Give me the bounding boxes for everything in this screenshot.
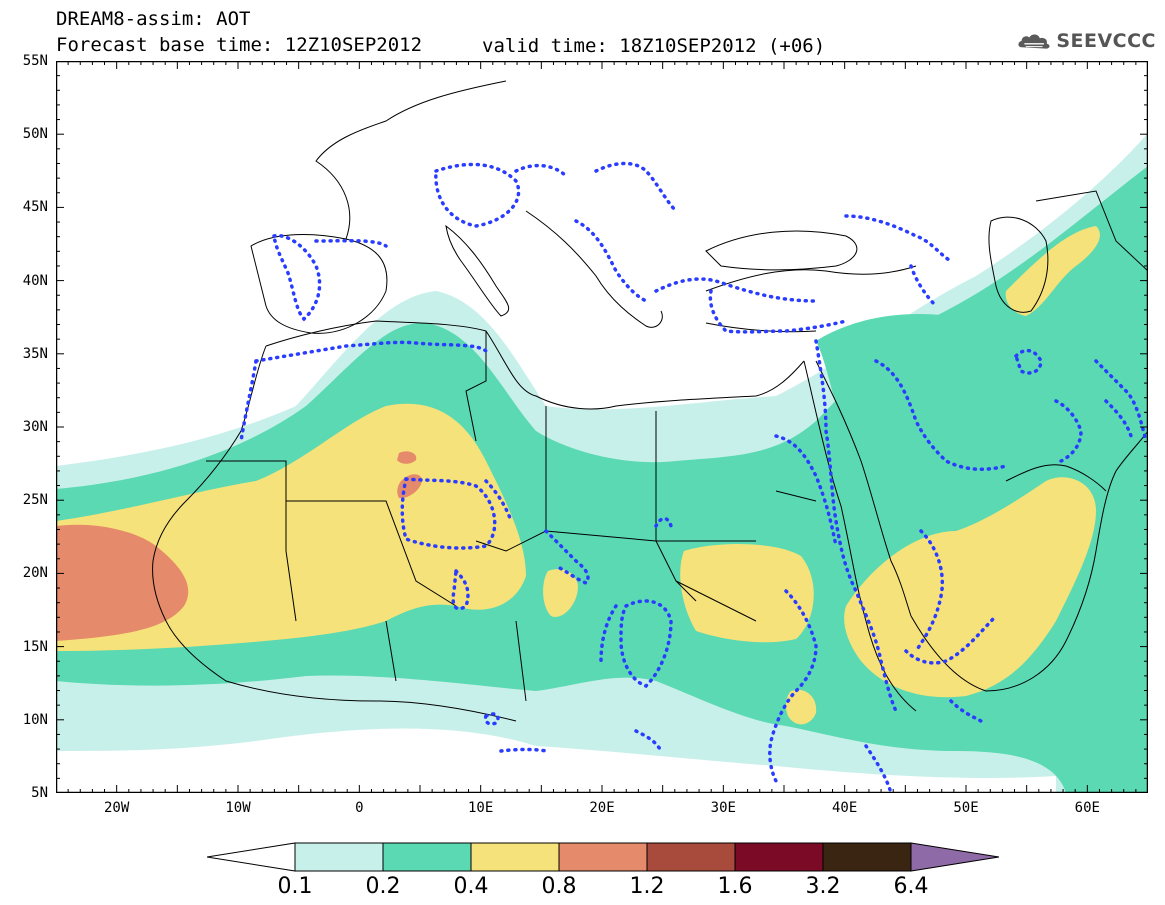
latitude-label: 5N [31, 785, 48, 801]
aot-field-0-8 [56, 524, 189, 641]
colorbar-tick-label: 0.2 [365, 874, 401, 899]
logo-text: SEEVCCC [1056, 30, 1156, 52]
colorbar-min-arrow [207, 842, 296, 872]
colorbar-cells [207, 842, 999, 872]
precipitation-contours [239, 161, 1148, 793]
longitude-label: 10E [468, 800, 494, 816]
colorbar-tick-label: 6.4 [893, 874, 929, 899]
colorbar-tick-label: 0.4 [453, 874, 489, 899]
latitude-label: 35N [22, 345, 48, 362]
latitude-label: 15N [22, 638, 48, 655]
latitude-label: 20N [22, 565, 48, 582]
latitude-label: 30N [22, 419, 48, 435]
colorbar-cell [734, 842, 824, 872]
longitude-label: 20E [589, 800, 615, 816]
colorbar-tick-label: 1.2 [629, 874, 665, 899]
seevccc-logo: SEEVCCC [1016, 24, 1156, 58]
aot-colorbar [207, 842, 999, 872]
aot-map [56, 61, 1148, 793]
colorbar-tick-label: 1.6 [717, 874, 753, 899]
longitude-label: 10W [225, 800, 251, 816]
colorbar-cell [646, 842, 736, 872]
longitude-label: 20W [104, 800, 130, 816]
aot-field-0-4-sudan [680, 544, 814, 643]
map-border [56, 61, 1148, 793]
latitude-label: 40N [22, 272, 48, 289]
latitude-label: 55N [22, 53, 48, 69]
colorbar-max-arrow [910, 842, 999, 872]
longitude-label: 30E [710, 800, 736, 816]
forecast-base-time: Forecast base time: 12Z10SEP2012 [56, 34, 423, 56]
aot-field-0-8-algeria-a [397, 451, 417, 464]
colorbar-cell [558, 842, 648, 872]
latitude-label: 10N [22, 711, 48, 728]
colorbar-tick-label: 0.1 [277, 874, 313, 899]
aot-field-0-4-central [543, 569, 578, 617]
colorbar-cell [822, 842, 912, 872]
colorbar-cell [470, 842, 560, 872]
aot-field-0-4-arabia [844, 477, 1096, 698]
map-title: DREAM8-assim: AOT [56, 8, 251, 30]
cloud-icon [1018, 34, 1050, 49]
coastlines [152, 80, 1148, 722]
latitude-label: 45N [22, 199, 48, 216]
colorbar-tick-label: 0.8 [541, 874, 577, 899]
colorbar-cell [382, 842, 472, 872]
colorbar-tick-label: 3.2 [805, 874, 841, 899]
aot-field-0-4-ethiopia [785, 689, 817, 725]
colorbar-cell [294, 842, 384, 872]
aot-field-0-4-caspian [1005, 226, 1100, 316]
longitude-label: 0 [355, 800, 364, 816]
longitude-label: 40E [832, 800, 858, 816]
latitude-label: 50N [22, 126, 48, 143]
valid-time: valid time: 18Z10SEP2012 (+06) [482, 35, 826, 57]
longitude-label: 60E [1074, 800, 1100, 816]
latitude-label: 25N [22, 492, 48, 509]
longitude-label: 50E [953, 800, 979, 816]
